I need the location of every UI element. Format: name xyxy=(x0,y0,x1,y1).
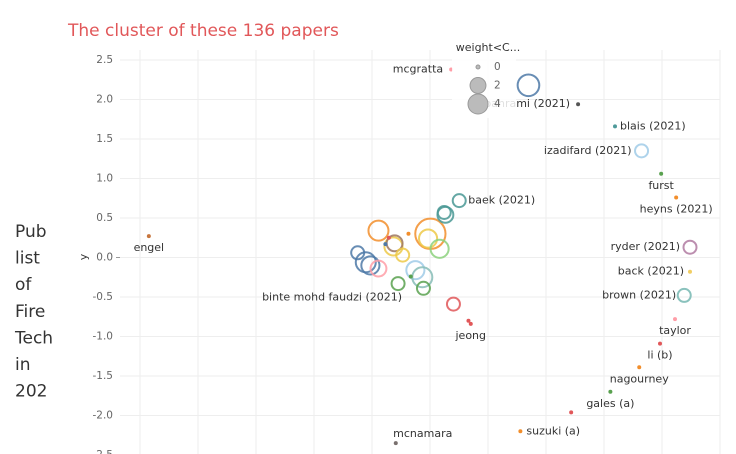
point-label: binte mohd faudzi (2021) xyxy=(262,291,402,304)
point xyxy=(468,321,473,326)
point-label: suzuki (a) xyxy=(526,424,580,437)
point xyxy=(673,317,677,322)
point xyxy=(429,238,450,259)
point-label: blais (2021) xyxy=(620,119,686,132)
point xyxy=(418,228,439,249)
point xyxy=(608,389,613,394)
y-tick-label: 2.0 xyxy=(96,94,113,106)
point xyxy=(415,280,431,296)
side-label: Tech xyxy=(14,328,53,348)
y-tick-label: 1.0 xyxy=(96,173,113,185)
point xyxy=(436,204,452,220)
point xyxy=(637,365,642,370)
point xyxy=(408,274,413,279)
side-label: in xyxy=(15,355,31,375)
point-label: mcgratta xyxy=(393,62,443,75)
point xyxy=(405,260,426,281)
point xyxy=(445,296,461,312)
point-label: back (2021) xyxy=(618,265,684,278)
point-label: engel xyxy=(134,241,165,254)
point xyxy=(386,235,391,240)
side-label: of xyxy=(15,275,32,295)
y-tick-label: -2.5 xyxy=(93,449,114,454)
y-tick-label: -2.0 xyxy=(93,410,114,422)
point xyxy=(390,276,406,292)
point-label: taylor xyxy=(659,324,691,337)
legend-label: 4 xyxy=(494,98,501,110)
point xyxy=(676,287,692,303)
chart-title: The cluster of these 136 papers xyxy=(67,21,339,41)
legend-label: 0 xyxy=(494,61,501,73)
y-tick-label: 0.5 xyxy=(96,212,113,224)
point xyxy=(659,171,664,176)
point xyxy=(674,195,679,200)
point xyxy=(658,341,662,346)
point-label: ryder (2021) xyxy=(611,240,680,253)
point-label: baek (2021) xyxy=(468,194,535,207)
point xyxy=(383,242,388,247)
y-tick-label: 1.5 xyxy=(96,133,113,145)
side-label: 202 xyxy=(15,382,47,402)
legend-label: 2 xyxy=(494,80,501,92)
y-axis-label: y xyxy=(77,253,90,260)
legend-symbol xyxy=(475,64,481,70)
point-label: gales (a) xyxy=(586,397,634,410)
point xyxy=(688,269,692,274)
point xyxy=(682,239,698,255)
point xyxy=(569,410,574,415)
point xyxy=(634,143,650,159)
y-tick-label: -1.5 xyxy=(93,370,114,382)
point xyxy=(146,234,151,239)
point-label: brown (2021) xyxy=(602,288,676,301)
y-tick-label: -0.5 xyxy=(93,291,114,303)
point-label: li (b) xyxy=(647,349,672,362)
point xyxy=(466,318,471,323)
point xyxy=(369,259,388,278)
point xyxy=(576,102,581,107)
point-label: heyns (2021) xyxy=(640,202,713,215)
point xyxy=(451,193,467,209)
point xyxy=(395,247,411,263)
side-label: list xyxy=(15,249,40,269)
point xyxy=(360,255,381,276)
point xyxy=(367,219,390,242)
side-label: Pub xyxy=(15,222,47,242)
legend-symbol xyxy=(469,77,487,94)
point xyxy=(393,441,398,446)
y-tick-label: 0.0 xyxy=(96,252,113,264)
point xyxy=(613,124,617,129)
point-label: furst xyxy=(648,179,674,192)
legend-symbol xyxy=(467,93,489,115)
point-label: izadifard (2021) xyxy=(544,144,632,157)
point xyxy=(406,231,411,236)
point-label: nagourney xyxy=(610,372,669,385)
legend-title: weight<C... xyxy=(456,41,520,54)
point-label: jeong xyxy=(455,329,487,342)
point-label: mcnamara xyxy=(393,427,452,440)
y-tick-label: 2.5 xyxy=(96,54,113,66)
side-label: Fire xyxy=(15,302,45,322)
point xyxy=(518,429,523,434)
y-tick-label: -1.0 xyxy=(93,331,114,343)
point xyxy=(516,73,541,98)
